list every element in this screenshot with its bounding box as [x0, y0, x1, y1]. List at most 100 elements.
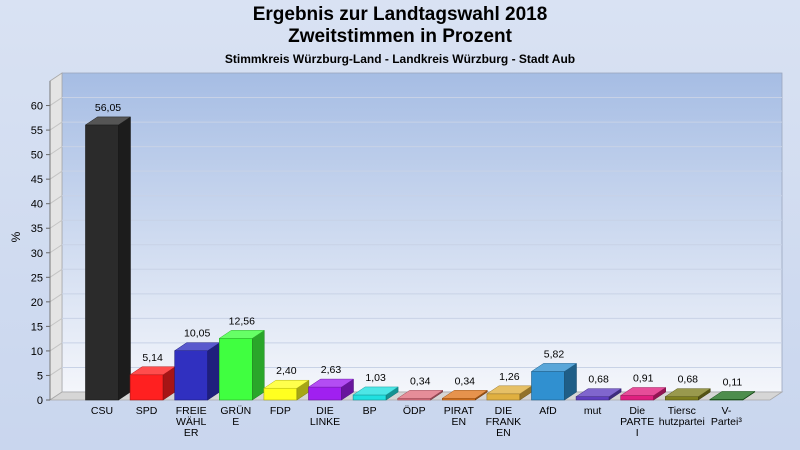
bar-front	[352, 394, 387, 401]
bar-top	[84, 116, 132, 126]
bar-front	[486, 393, 521, 401]
bar-front	[575, 396, 610, 401]
plot-side-wall	[49, 72, 63, 401]
bar-value-label: 0,34	[410, 375, 431, 387]
x-tick-label: FREIE WÄHL ER	[176, 405, 207, 439]
bar-top	[218, 330, 266, 339]
bar-front	[664, 396, 699, 401]
bar	[396, 389, 444, 401]
bar-value-label: 5,82	[544, 348, 565, 360]
chart-subtitle: Stimmkreis Würzburg-Land - Landkreis Wür…	[224, 52, 576, 66]
bar-side	[118, 116, 131, 401]
gridline-side	[49, 317, 63, 327]
bar-side	[207, 342, 220, 401]
bar-front	[85, 124, 119, 401]
bar	[307, 378, 355, 401]
bar	[619, 387, 667, 401]
gridline-side	[49, 146, 63, 156]
bar-top	[396, 390, 444, 399]
y-tick-label: 0	[37, 395, 43, 407]
bar-value-label: 0,68	[678, 374, 699, 386]
y-tick-label: 35	[31, 223, 43, 235]
gridline-side	[49, 342, 63, 352]
y-tick-label: 20	[31, 297, 43, 309]
bar-value-label: 2,63	[321, 364, 342, 376]
x-tick-label: FDP	[270, 405, 291, 417]
bar	[352, 386, 399, 401]
gridline-side	[49, 367, 63, 376]
x-tick-label: DIE FRANK EN	[486, 405, 522, 439]
bar-front	[263, 387, 298, 401]
y-axis-title: %	[9, 231, 23, 242]
bar-front	[620, 395, 655, 401]
bar-front	[129, 374, 164, 401]
bar	[530, 362, 578, 401]
x-tick-label: Tiersc hutzpartei	[659, 405, 705, 428]
bar-top	[619, 387, 667, 396]
bar	[709, 390, 756, 401]
bar-top	[575, 388, 622, 397]
bar-top	[664, 388, 712, 397]
gridline-side	[49, 170, 63, 180]
x-tick-label: AfD	[539, 405, 557, 417]
gridline-side	[49, 195, 63, 205]
bar-value-label: 0,68	[588, 374, 609, 386]
y-tick-label: 5	[37, 370, 43, 382]
bar	[129, 366, 176, 401]
bar	[84, 116, 132, 401]
bar	[575, 388, 622, 401]
chart-title: Ergebnis zur Landtagswahl 2018	[252, 4, 548, 25]
plot-area	[61, 72, 783, 393]
gridline-side	[49, 244, 63, 254]
x-tick-label: V-Partei³	[711, 405, 742, 428]
bar-value-label: 1,26	[499, 371, 520, 383]
bar	[218, 329, 266, 401]
bar-front	[531, 371, 565, 401]
bar-top	[530, 363, 578, 372]
bar-front	[308, 386, 342, 401]
gridline-side	[49, 97, 63, 106]
y-tick-label: 25	[31, 272, 43, 284]
chart-title-line2: Zweitstimmen in Prozent	[288, 26, 512, 47]
bar-top	[307, 378, 355, 388]
y-tick-label: 15	[31, 321, 43, 333]
bar-top	[441, 390, 489, 399]
x-tick-label: PIRAT EN	[444, 405, 475, 428]
x-tick-label: GRÜN E	[220, 405, 251, 428]
bar-value-label: 0,34	[455, 375, 476, 387]
x-tick-label: DIE LINKE	[310, 405, 340, 428]
bar-front	[174, 350, 208, 401]
bar-top	[709, 391, 756, 400]
x-tick-label: mut	[584, 405, 602, 417]
bar-front	[441, 398, 476, 401]
y-tick-label: 55	[31, 125, 43, 137]
gridline-side	[49, 219, 63, 229]
x-tick-label: BP	[363, 405, 377, 417]
bar	[441, 389, 489, 401]
bar-value-label: 10,05	[184, 328, 210, 340]
gridline-side	[49, 293, 63, 303]
bar-top	[352, 386, 399, 396]
y-tick-label: 50	[31, 150, 43, 162]
chart-titles: Ergebnis zur Landtagswahl 2018 Zweitstim…	[0, 0, 800, 66]
y-tick-label: 40	[31, 199, 43, 211]
bar-front	[397, 398, 432, 401]
bar-value-label: 1,03	[365, 372, 386, 384]
bar-top	[263, 379, 310, 389]
bar-front	[219, 338, 253, 401]
bar-value-label: 2,40	[276, 365, 297, 377]
bar	[173, 342, 221, 401]
bar-value-label: 12,56	[229, 315, 255, 327]
x-tick-label: CSU	[91, 405, 113, 417]
bar-side	[252, 329, 265, 401]
bar	[263, 379, 310, 401]
y-tick-label: 30	[31, 248, 43, 260]
gridline-side	[49, 121, 63, 131]
y-tick-label: 60	[31, 101, 43, 113]
bar-value-label: 5,14	[142, 352, 163, 364]
bar	[664, 388, 712, 401]
x-tick-label: Die PARTE I	[620, 405, 654, 439]
y-tick-label: 45	[31, 174, 43, 186]
bar-value-label: 0,11	[723, 376, 743, 388]
